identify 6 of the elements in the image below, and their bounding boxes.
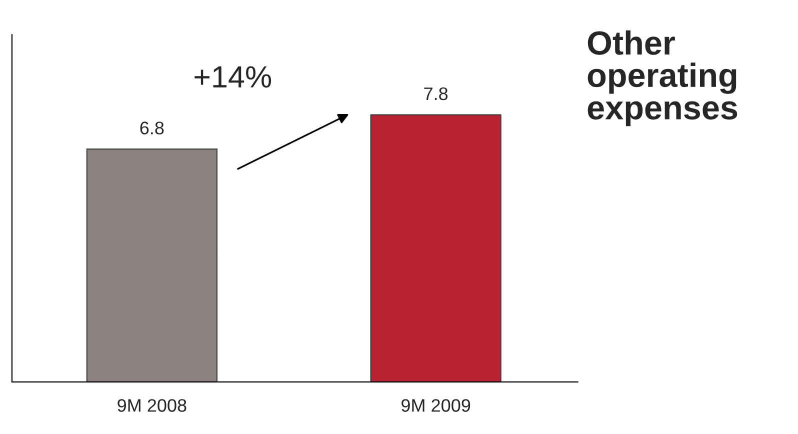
- data-label: 7.8: [424, 87, 448, 100]
- x-tick-label: 9M 2008: [118, 399, 186, 412]
- data-label: 6.8: [140, 122, 164, 134]
- text: +14%: [194, 66, 272, 88]
- text: Other operating expenses: [588, 30, 738, 126]
- x-tick-label: 9M 2009: [402, 399, 470, 412]
